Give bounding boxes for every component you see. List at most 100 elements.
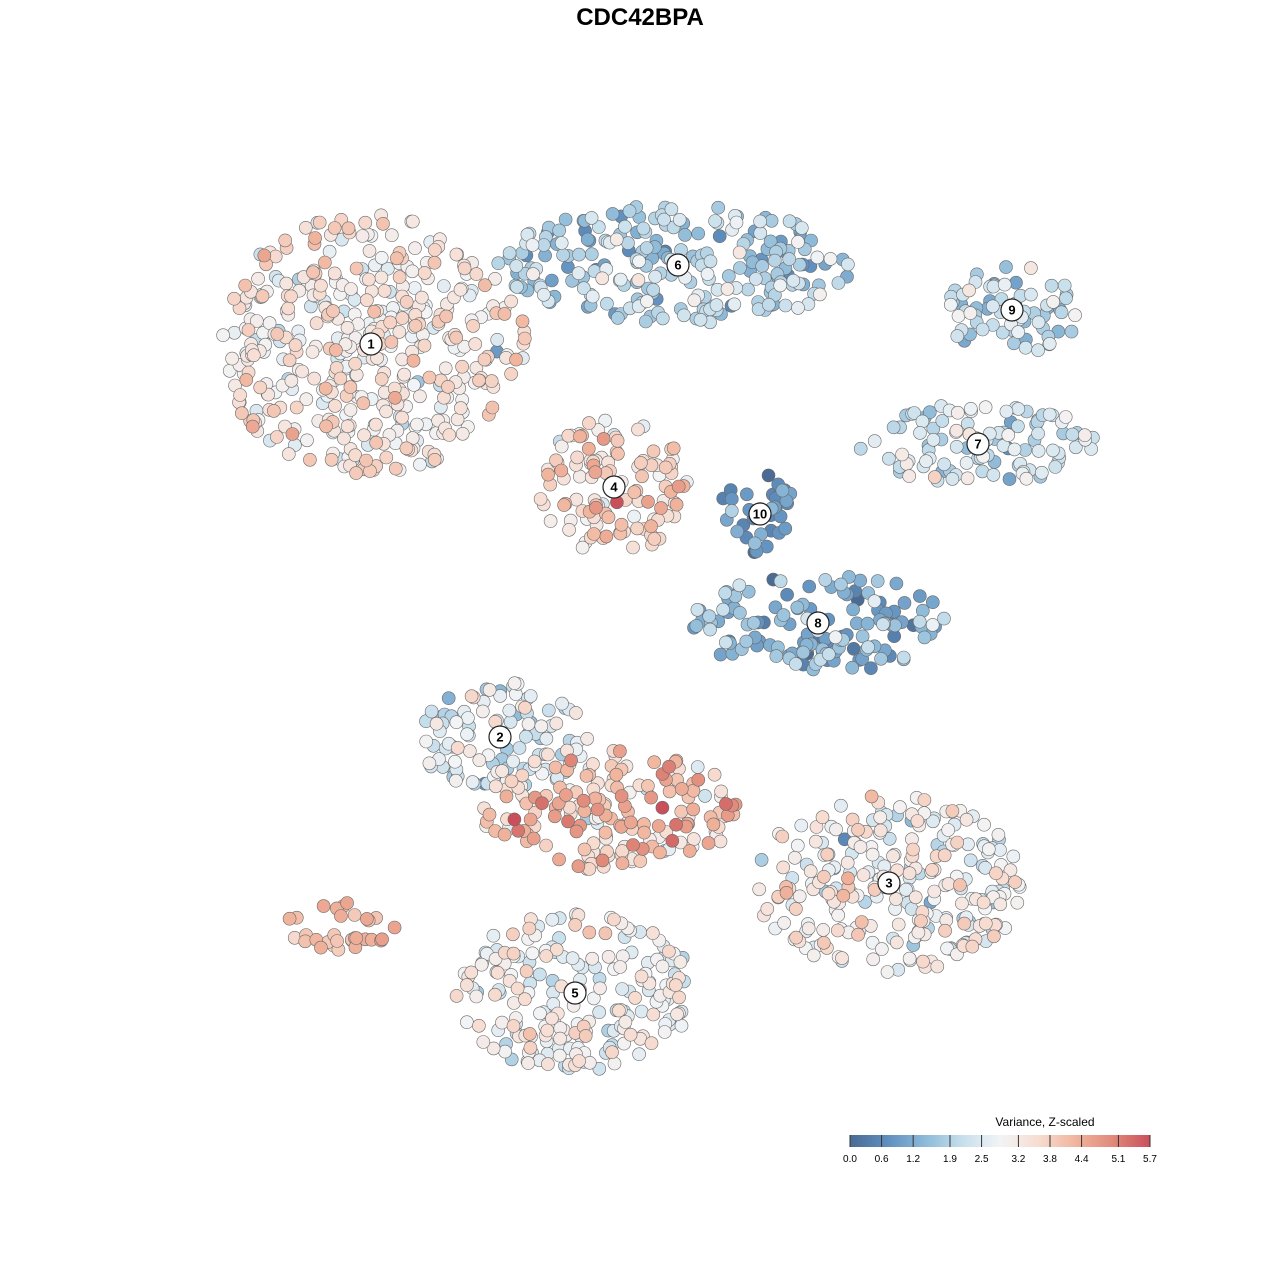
data-point	[521, 717, 536, 731]
data-point	[340, 896, 354, 910]
data-point	[730, 524, 745, 539]
data-point	[708, 214, 722, 228]
data-point	[778, 298, 793, 313]
data-point	[282, 911, 297, 926]
data-point	[461, 711, 475, 725]
cluster-label-text: 6	[674, 258, 681, 273]
cluster-label-8: 8	[806, 611, 830, 635]
data-point	[399, 441, 414, 456]
data-point	[856, 868, 871, 882]
data-point	[549, 942, 564, 957]
data-point	[587, 527, 601, 541]
data-point	[278, 233, 293, 248]
data-point	[993, 897, 1008, 912]
cluster-label-2: 2	[488, 725, 512, 749]
data-point	[791, 301, 805, 315]
data-point	[835, 951, 849, 965]
data-point	[585, 289, 600, 304]
data-point	[716, 602, 730, 617]
data-point	[882, 451, 896, 466]
color-legend: Variance, Z-scaled 0.0 0.6 1.2 1.9 2.5 3.2 3.8 4…	[843, 1115, 1157, 1165]
legend-tick-label: 1.9	[943, 1154, 957, 1165]
data-point	[700, 267, 715, 281]
data-point	[337, 431, 351, 446]
data-point	[831, 276, 846, 290]
data-point	[591, 220, 606, 234]
data-point	[572, 469, 587, 484]
data-point	[1035, 465, 1049, 480]
cluster-label-text: 10	[753, 507, 767, 522]
data-point	[442, 428, 457, 442]
data-point	[853, 573, 868, 588]
data-point	[419, 734, 434, 749]
data-point	[507, 812, 522, 827]
data-point	[477, 352, 492, 367]
data-point	[950, 329, 965, 343]
data-point	[572, 247, 586, 262]
data-point	[575, 540, 590, 555]
data-point	[899, 882, 913, 897]
data-point	[417, 338, 432, 353]
data-point	[691, 772, 706, 787]
data-point	[631, 422, 645, 437]
data-point	[462, 744, 477, 758]
data-point	[724, 504, 739, 518]
data-point	[876, 617, 890, 632]
data-point	[633, 854, 648, 868]
data-point	[775, 483, 790, 498]
data-point	[558, 212, 573, 227]
data-point	[427, 255, 442, 270]
data-point	[845, 660, 860, 675]
data-point	[763, 234, 778, 249]
data-point	[518, 992, 532, 1007]
data-point	[486, 928, 501, 943]
data-point	[889, 892, 903, 906]
data-point	[247, 348, 261, 363]
data-point	[605, 207, 620, 221]
data-point	[474, 957, 489, 972]
data-point	[1031, 426, 1045, 441]
data-point	[422, 756, 437, 771]
data-point	[991, 827, 1006, 842]
data-point	[644, 519, 658, 534]
data-point	[504, 774, 519, 789]
data-point	[1042, 407, 1057, 422]
data-point	[796, 645, 811, 660]
data-point	[721, 269, 736, 283]
data-point	[761, 297, 776, 312]
data-point	[407, 378, 421, 392]
data-point	[572, 1054, 586, 1068]
data-point	[541, 703, 556, 718]
data-point	[789, 902, 803, 916]
cluster-label-badge	[359, 332, 383, 356]
data-point	[580, 731, 595, 746]
data-point	[596, 432, 611, 446]
data-point	[614, 517, 629, 532]
data-point	[895, 447, 909, 462]
data-point	[592, 1005, 607, 1020]
data-point	[963, 853, 978, 868]
data-point	[655, 800, 670, 815]
data-point	[941, 823, 956, 837]
data-point	[578, 1029, 593, 1043]
data-point	[523, 812, 538, 827]
data-point	[319, 419, 333, 434]
data-point	[926, 432, 941, 447]
data-point	[329, 343, 343, 358]
cluster-label-badge	[602, 475, 626, 499]
data-point	[778, 521, 793, 536]
data-point	[943, 297, 958, 312]
data-point	[588, 791, 603, 806]
data-point	[646, 444, 661, 459]
data-point	[790, 600, 805, 615]
data-point	[820, 847, 835, 862]
data-point	[828, 630, 843, 645]
data-point	[510, 280, 524, 294]
data-point	[1003, 863, 1018, 878]
data-point	[439, 309, 454, 324]
data-point	[891, 917, 906, 932]
data-point	[791, 235, 805, 249]
data-point	[618, 219, 632, 234]
data-point	[831, 908, 846, 923]
data-point	[535, 796, 549, 811]
